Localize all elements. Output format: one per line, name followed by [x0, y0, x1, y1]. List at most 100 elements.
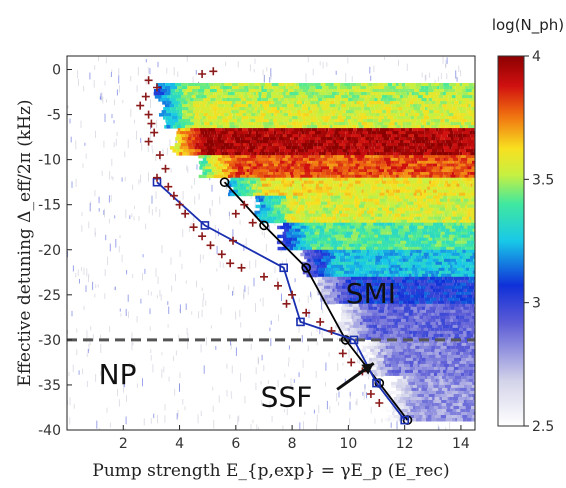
- heatmap-cell: [360, 252, 366, 257]
- heatmap-cell: [299, 231, 305, 236]
- heatmap-cell: [394, 207, 397, 212]
- heatmap-cell: [160, 98, 166, 102]
- heatmap-cell: [433, 288, 436, 293]
- heatmap-cell: [207, 152, 213, 156]
- noise-speck: [255, 367, 257, 375]
- heatmap-cell: [307, 160, 312, 165]
- noise-speck: [109, 422, 111, 428]
- heatmap-cell: [347, 140, 354, 144]
- heatmap-cell: [255, 186, 258, 191]
- heatmap-cell: [292, 143, 299, 147]
- heatmap-cell: [239, 89, 247, 93]
- heatmap-cell: [342, 113, 348, 117]
- heatmap-cell: [312, 213, 317, 218]
- noise-speck: [77, 70, 79, 79]
- heatmap-cell: [330, 152, 338, 156]
- heatmap-cell: [359, 131, 363, 135]
- heatmap-cell: [197, 152, 201, 156]
- heatmap-cell: [462, 95, 469, 99]
- heatmap-cell: [410, 291, 416, 296]
- noise-speck: [119, 235, 121, 239]
- heatmap-cell: [345, 249, 352, 254]
- heatmap-cell: [313, 180, 319, 185]
- heatmap-cell: [408, 312, 413, 317]
- heatmap-cell: [404, 169, 410, 173]
- heatmap-cell: [275, 86, 279, 90]
- heatmap-cell: [194, 131, 201, 135]
- heatmap-cell: [326, 177, 333, 182]
- heatmap-cell: [284, 180, 289, 185]
- heatmap-cell: [294, 166, 300, 170]
- heatmap-cell: [255, 204, 258, 209]
- heatmap-cell: [432, 258, 439, 263]
- heatmap-cell: [313, 169, 320, 173]
- heatmap-cell: [447, 204, 452, 209]
- heatmap-cell: [289, 204, 296, 209]
- heatmap-cell: [445, 228, 450, 233]
- heatmap-cell: [279, 110, 283, 114]
- heatmap-cell: [269, 137, 276, 141]
- heatmap-cell: [271, 107, 277, 111]
- heatmap-cell: [328, 228, 336, 233]
- noise-speck: [128, 362, 130, 371]
- heatmap-cell: [402, 303, 406, 308]
- heatmap-cell: [198, 134, 203, 138]
- heatmap-cell: [405, 258, 409, 263]
- heatmap-cell: [418, 134, 422, 138]
- heatmap-cell: [193, 101, 200, 105]
- heatmap-cell: [318, 270, 325, 275]
- noise-speck: [316, 423, 318, 430]
- heatmap-cell: [462, 128, 465, 132]
- heatmap-cell: [349, 303, 353, 308]
- heatmap-cell: [264, 134, 269, 138]
- heatmap-cell: [159, 92, 165, 96]
- heatmap-cell: [179, 110, 183, 114]
- heatmap-cell: [386, 267, 389, 272]
- noise-speck: [100, 334, 102, 339]
- heatmap-cell: [380, 125, 388, 129]
- heatmap-cell: [360, 116, 368, 120]
- heatmap-cell: [338, 279, 346, 284]
- heatmap-cell: [202, 169, 205, 173]
- heatmap-cell: [404, 234, 409, 239]
- heatmap-cell: [437, 192, 444, 197]
- heatmap-cell: [342, 166, 349, 170]
- heatmap-cell: [418, 137, 425, 141]
- heatmap-cell: [346, 104, 352, 108]
- heatmap-cell: [451, 252, 458, 257]
- heatmap-cell: [282, 186, 287, 191]
- heatmap-cell: [309, 222, 313, 227]
- heatmap-cell: [277, 163, 283, 167]
- heatmap-cell: [399, 160, 406, 165]
- heatmap-cell: [370, 288, 374, 293]
- heatmap-cell: [415, 225, 418, 230]
- heatmap-cell: [344, 152, 347, 156]
- noise-speck: [115, 138, 117, 146]
- heatmap-cell: [455, 119, 462, 123]
- heatmap-cell: [267, 110, 275, 114]
- heatmap-cell: [387, 273, 391, 278]
- heatmap-cell: [462, 222, 466, 227]
- heatmap-cell: [222, 101, 225, 105]
- heatmap-cell: [323, 149, 327, 153]
- heatmap-cell: [465, 183, 469, 188]
- heatmap-cell: [338, 131, 346, 135]
- heatmap-cell: [457, 128, 463, 132]
- heatmap-cell: [395, 249, 398, 254]
- heatmap-cell: [371, 309, 379, 314]
- heatmap-cell: [233, 186, 240, 191]
- heatmap-cell: [198, 174, 201, 179]
- heatmap-cell: [456, 285, 462, 290]
- noise-speck: [368, 374, 370, 380]
- heatmap-cell: [228, 189, 234, 194]
- heatmap-cell: [441, 149, 445, 153]
- heatmap-cell: [452, 195, 459, 200]
- heatmap-cell: [370, 189, 376, 194]
- heatmap-cell: [327, 163, 334, 167]
- heatmap-cell: [472, 267, 475, 272]
- noise-speck: [321, 331, 323, 338]
- heatmap-cell: [302, 137, 309, 141]
- heatmap-cell: [284, 201, 290, 206]
- heatmap-cell: [165, 83, 170, 87]
- heatmap-cell: [236, 180, 242, 185]
